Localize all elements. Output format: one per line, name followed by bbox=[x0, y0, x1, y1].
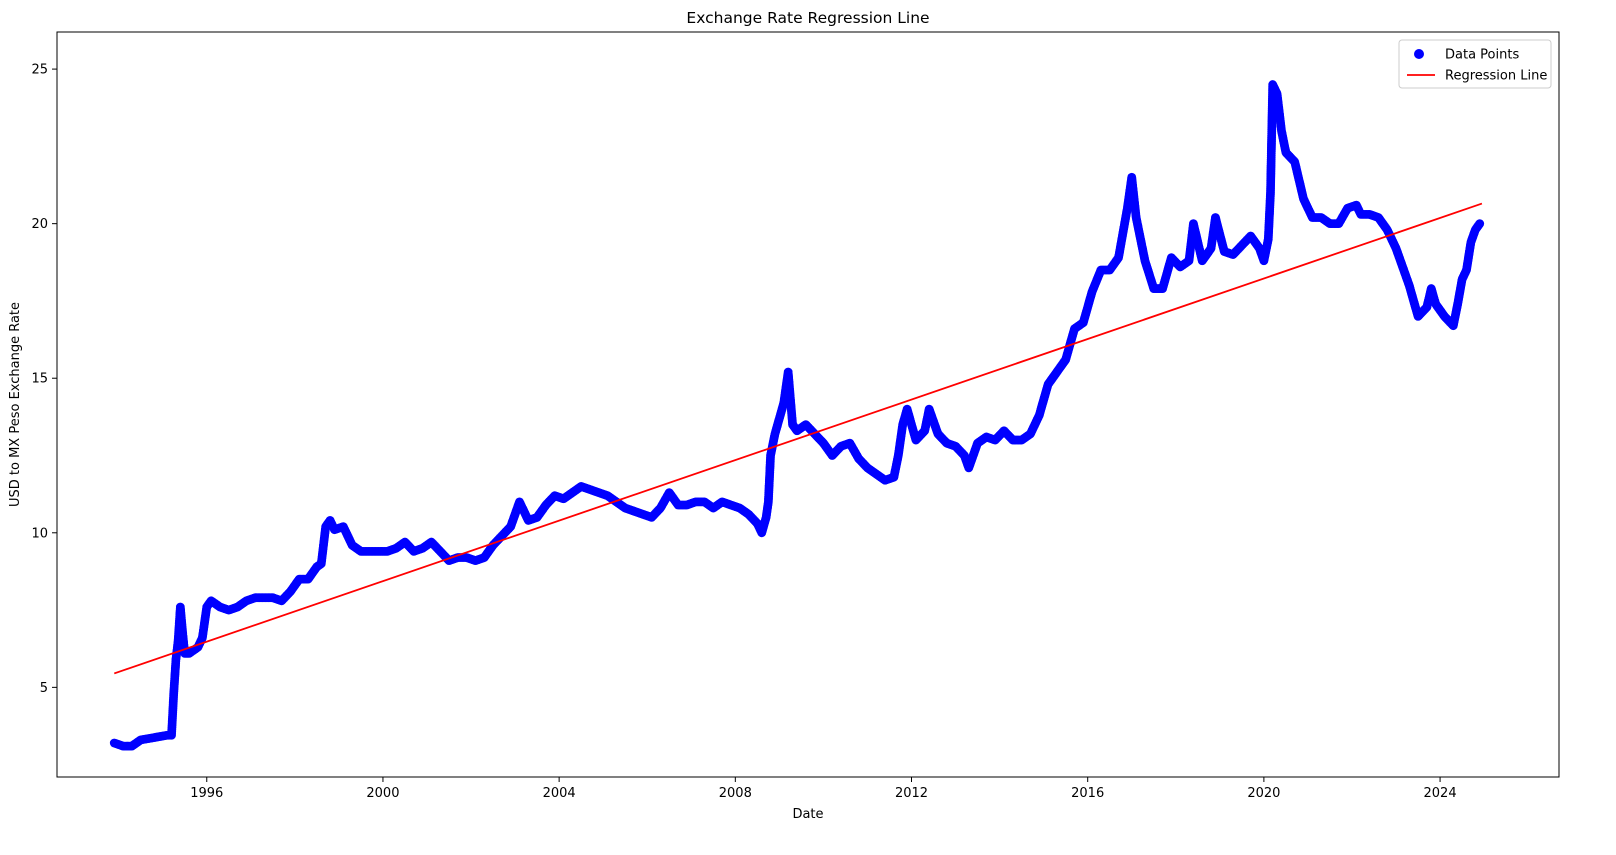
x-tick-label: 2020 bbox=[1247, 786, 1280, 801]
y-tick-label: 10 bbox=[31, 526, 48, 541]
x-tick-label: 1996 bbox=[190, 786, 223, 801]
axes: 1996 2000 2004 2008 2012 2016 2020 2024 5 10 15 20 2… bbox=[31, 31, 1560, 801]
data-point bbox=[1475, 219, 1485, 229]
x-axis-label: Date bbox=[792, 807, 823, 822]
x-tick-label: 2016 bbox=[1071, 786, 1104, 801]
x-tick-label: 2024 bbox=[1424, 786, 1457, 801]
legend-box bbox=[1398, 39, 1552, 89]
plot-frame bbox=[56, 31, 1560, 778]
x-tick-label: 2008 bbox=[719, 786, 752, 801]
legend-marker-data-points bbox=[1414, 49, 1424, 59]
legend: Data Points Regression Line bbox=[1398, 39, 1552, 89]
x-tick-label: 2012 bbox=[895, 786, 928, 801]
legend-label: Data Points bbox=[1445, 48, 1519, 63]
data-points-series bbox=[109, 80, 1485, 751]
chart-title: Exchange Rate Regression Line bbox=[686, 9, 929, 27]
y-tick-label: 5 bbox=[40, 681, 48, 696]
legend-label: Regression Line bbox=[1445, 69, 1547, 84]
plot-area bbox=[109, 80, 1485, 751]
y-axis-label: USD to MX Peso Exchange Rate bbox=[8, 302, 23, 507]
x-tick-label: 2000 bbox=[366, 786, 399, 801]
y-tick-label: 25 bbox=[31, 63, 48, 78]
regression-line bbox=[113, 202, 1483, 675]
y-tick-label: 15 bbox=[31, 372, 48, 387]
y-tick-label: 20 bbox=[31, 217, 48, 232]
x-tick-label: 2004 bbox=[543, 786, 576, 801]
